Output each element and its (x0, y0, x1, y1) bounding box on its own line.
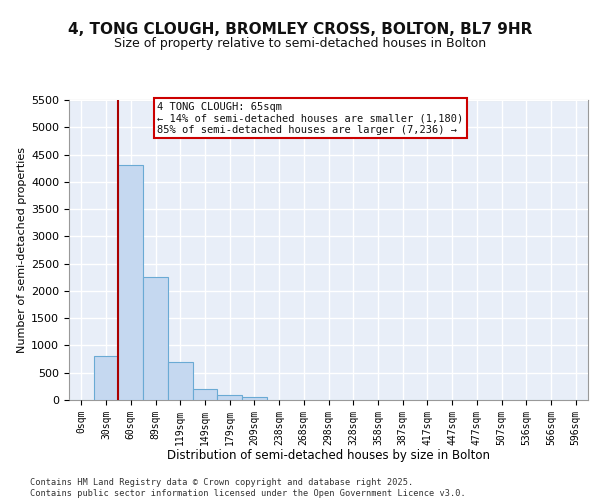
Bar (168, 362, 193, 400)
Bar (118, 166, 143, 400)
Bar (193, 389, 217, 400)
X-axis label: Distribution of semi-detached houses by size in Bolton: Distribution of semi-detached houses by … (167, 449, 490, 462)
Text: 4, TONG CLOUGH, BROMLEY CROSS, BOLTON, BL7 9HR: 4, TONG CLOUGH, BROMLEY CROSS, BOLTON, B… (68, 22, 532, 38)
Text: Contains HM Land Registry data © Crown copyright and database right 2025.
Contai: Contains HM Land Registry data © Crown c… (30, 478, 466, 498)
Text: Size of property relative to semi-detached houses in Bolton: Size of property relative to semi-detach… (114, 38, 486, 51)
Bar (143, 278, 168, 400)
Bar (242, 398, 267, 400)
Bar (217, 394, 242, 400)
Text: 4 TONG CLOUGH: 65sqm
← 14% of semi-detached houses are smaller (1,180)
85% of se: 4 TONG CLOUGH: 65sqm ← 14% of semi-detac… (157, 102, 463, 134)
Y-axis label: Number of semi-detached properties: Number of semi-detached properties (17, 147, 27, 353)
Bar (94, 356, 118, 400)
